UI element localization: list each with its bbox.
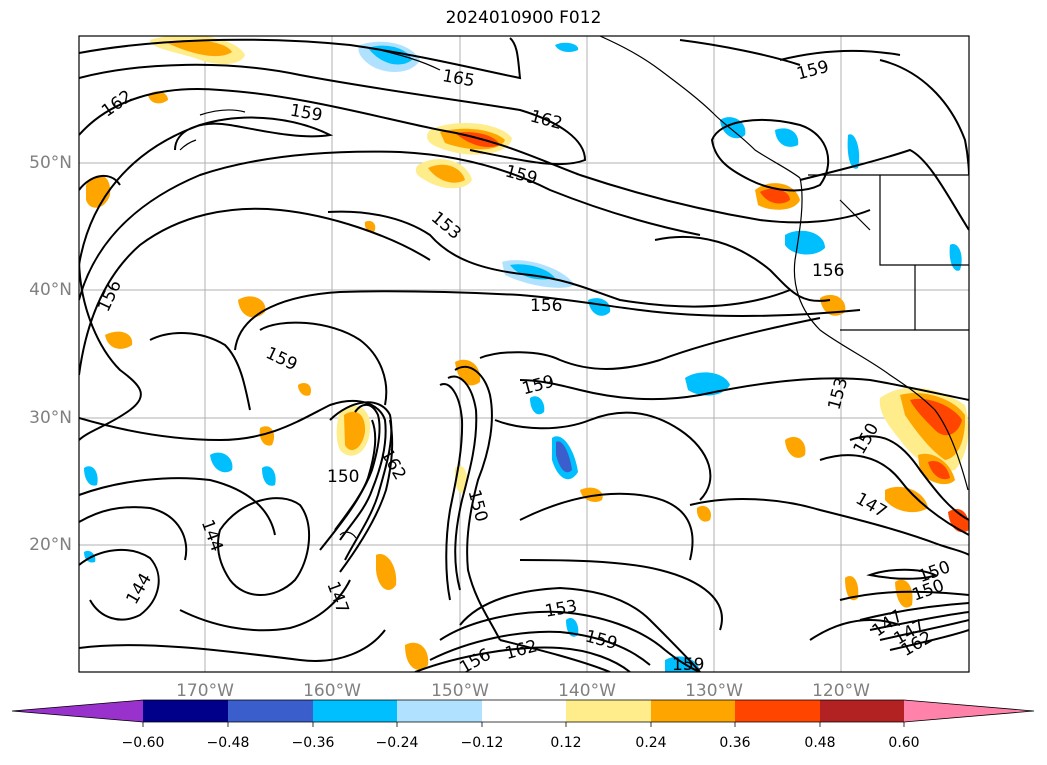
colorbar	[11, 699, 1035, 727]
negative-anomaly-patches	[84, 41, 962, 672]
colorbar-segment	[313, 700, 397, 722]
colorbar-tick-label: −0.24	[375, 735, 419, 751]
lon-label: 150°W	[431, 681, 489, 701]
colorbar-tick-label: 0.24	[635, 735, 667, 751]
contour-label: 153	[543, 596, 578, 621]
contour-label: 150	[464, 488, 492, 525]
lon-label: 120°W	[812, 681, 870, 701]
lat-label: 30°N	[29, 408, 72, 428]
colorbar-tick-label: 0.48	[804, 735, 836, 751]
positive-anomaly-patches	[86, 36, 969, 670]
colorbar-tick-label: 0.36	[719, 735, 751, 751]
contour-labels: 162 165 159 162 159 153 156 156 156 159 …	[94, 57, 953, 679]
contour-label: 147	[852, 489, 890, 523]
lon-label: 130°W	[685, 681, 743, 701]
colorbar-tick-label: −0.60	[121, 735, 165, 751]
contour-label: 159	[520, 372, 557, 400]
contour-label: 156	[530, 296, 562, 316]
contour-label: 156	[812, 261, 844, 281]
colorbar-segment	[904, 700, 1034, 722]
lat-label: 20°N	[29, 535, 72, 555]
contour-label: 150	[916, 557, 953, 587]
contour-label: 162	[528, 106, 565, 134]
colorbar-segment	[12, 700, 143, 722]
contour-label: 156	[94, 277, 126, 315]
contour-label: 153	[825, 376, 853, 413]
colorbar-segment	[820, 700, 904, 722]
height-contours	[79, 37, 969, 672]
colorbar-segment	[228, 700, 313, 722]
colorbar-tick-label: 0.60	[888, 735, 920, 751]
map-plot: 162 165 159 162 159 153 156 156 156 159 …	[78, 35, 970, 679]
coastlines	[179, 36, 969, 539]
gridlines	[79, 36, 969, 672]
colorbar-segment	[735, 700, 820, 722]
colorbar-tick-label: −0.36	[291, 735, 335, 751]
contour-label: 159	[583, 626, 620, 654]
contour-label: 156	[456, 645, 494, 679]
contour-label: 159	[672, 655, 704, 675]
colorbar-segment	[651, 700, 735, 722]
lon-label: 140°W	[558, 681, 616, 701]
contour-label: 159	[795, 57, 832, 85]
plot-frame	[78, 35, 970, 673]
contour-label: 150	[327, 467, 359, 487]
lat-label: 40°N	[29, 280, 72, 300]
colorbar-tick-label: −0.48	[206, 735, 250, 751]
colorbar-segment	[566, 700, 651, 722]
colorbar-segment	[397, 700, 482, 722]
contour-label: 165	[441, 66, 476, 91]
contour-label: 162	[503, 636, 540, 664]
map-title: 2024010900 F012	[445, 8, 602, 28]
colorbar-tick-label: −0.12	[460, 735, 504, 751]
contour-label: 150	[850, 420, 884, 458]
colorbar-segment	[143, 700, 228, 722]
lat-label: 50°N	[29, 153, 72, 173]
lon-label: 170°W	[176, 681, 234, 701]
contour-label: 162	[98, 86, 136, 121]
contour-label: 159	[503, 161, 540, 189]
colorbar-tick-label: 0.12	[550, 735, 582, 751]
contour-label: 159	[262, 343, 300, 375]
colorbar-segment	[482, 700, 566, 722]
lon-label: 160°W	[303, 681, 361, 701]
contour-label: 144	[197, 517, 227, 554]
